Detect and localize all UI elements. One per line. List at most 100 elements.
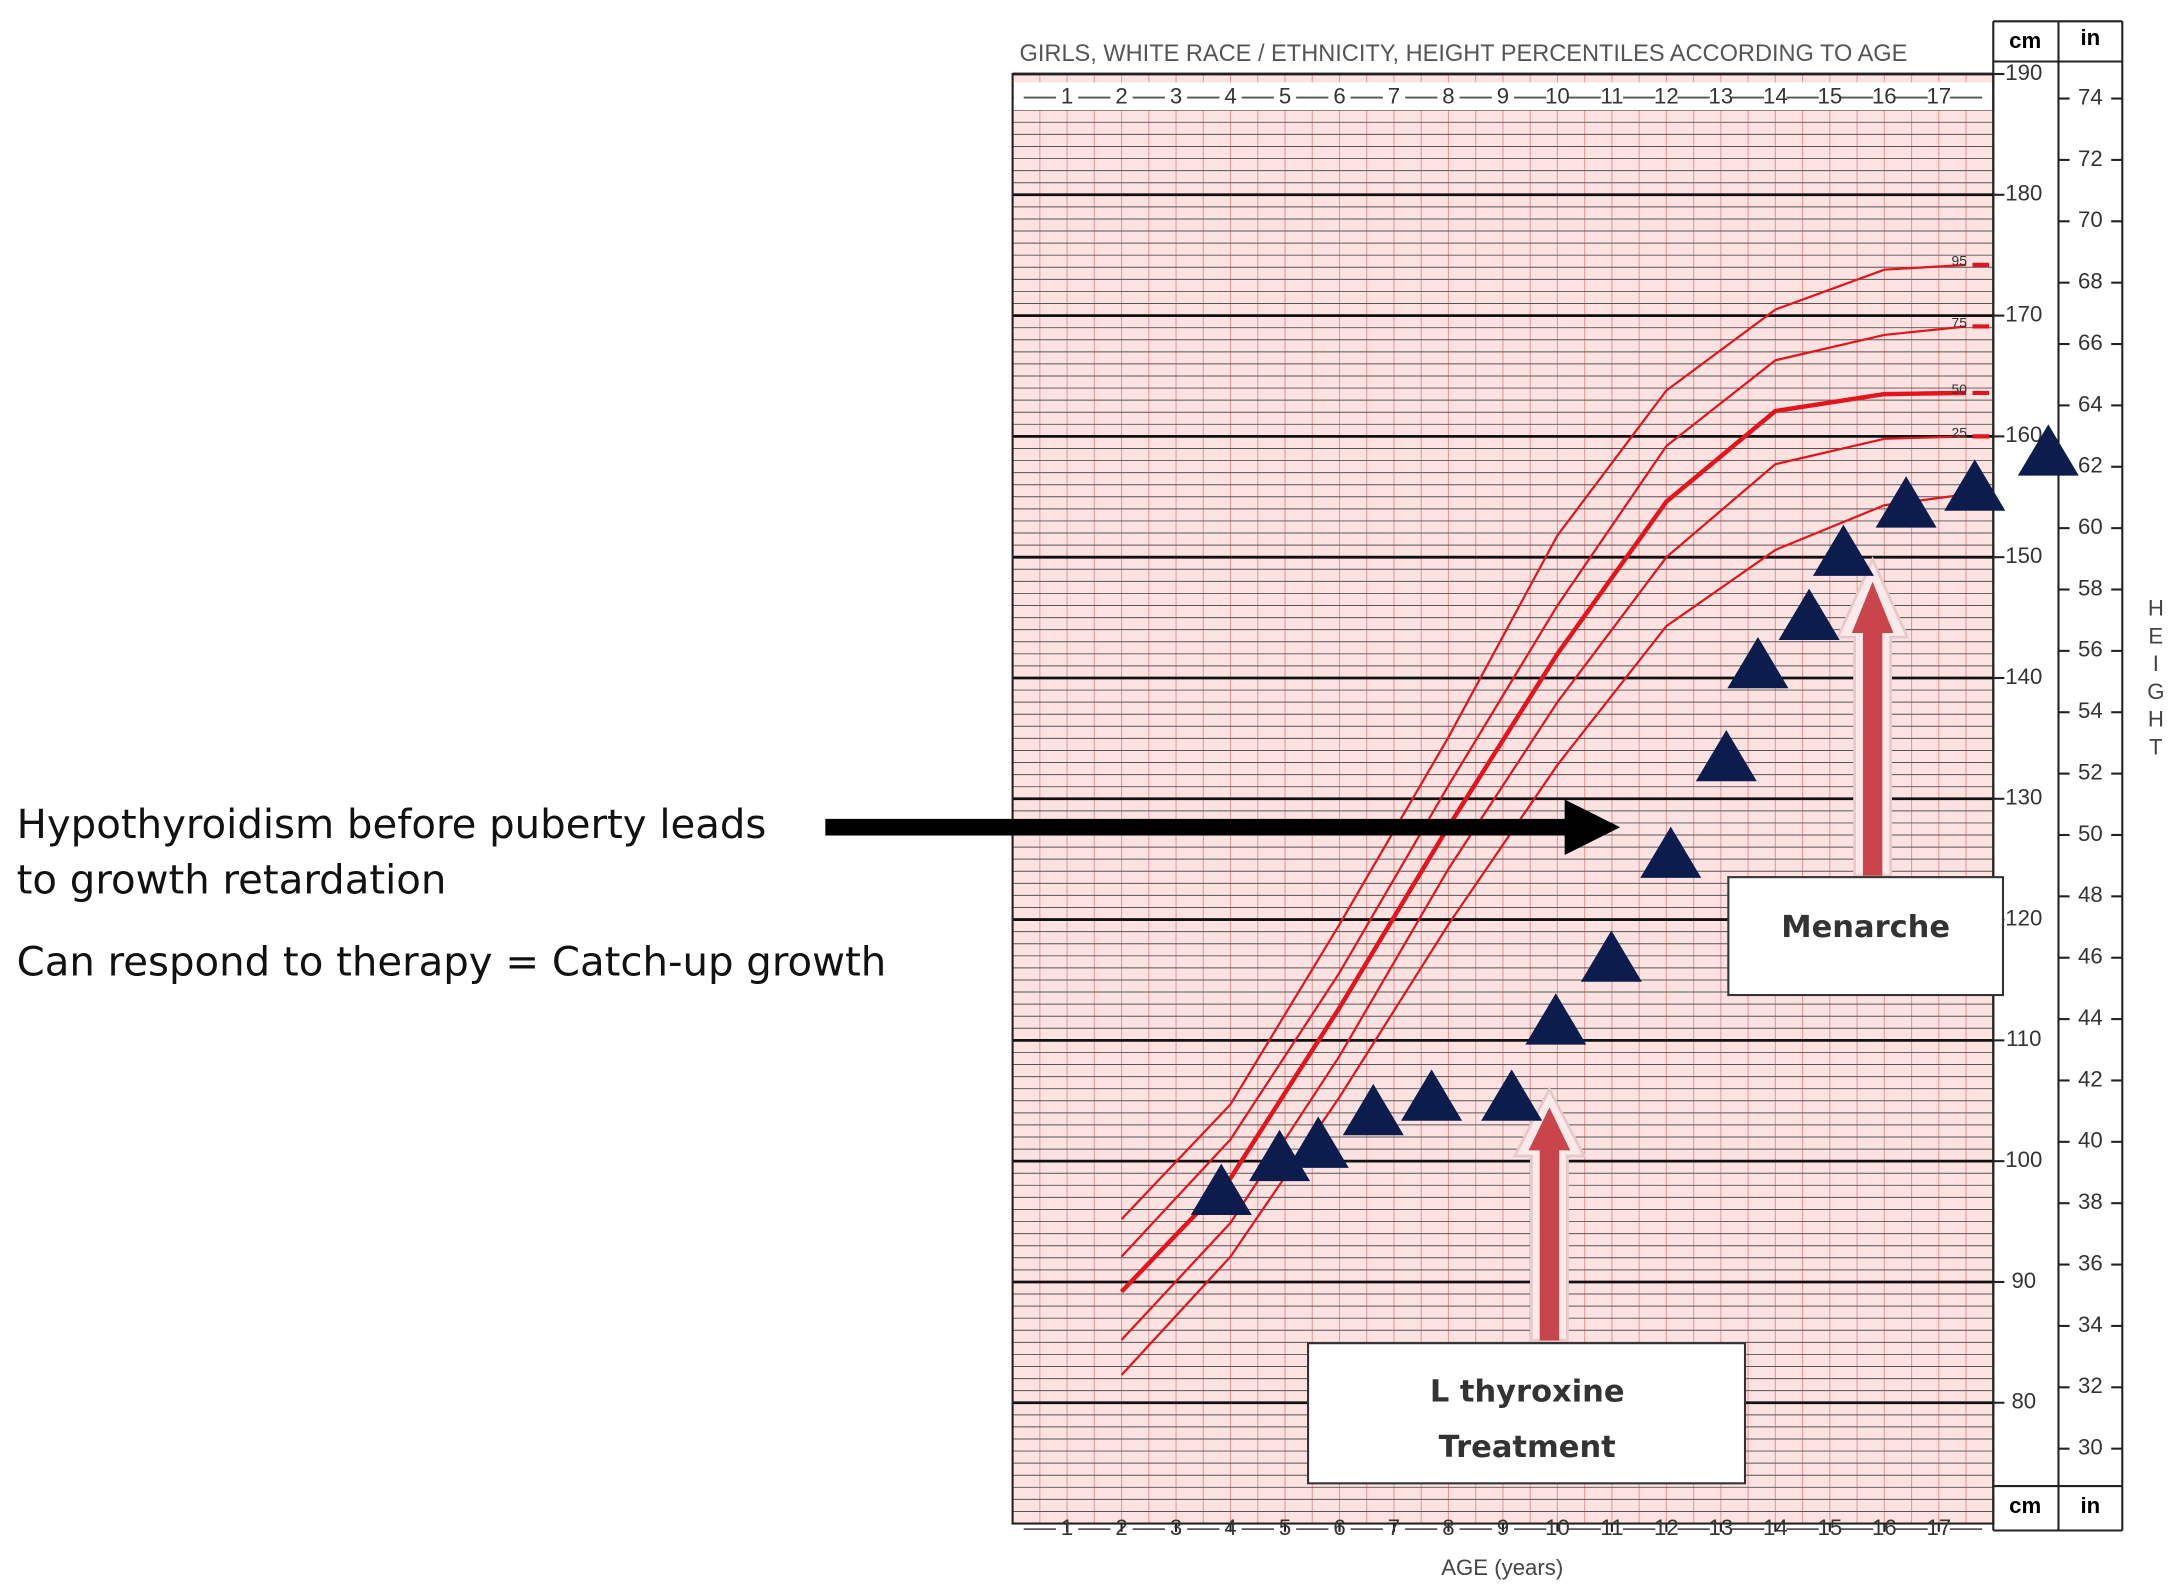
x-tick-label: 7 xyxy=(1388,83,1400,108)
x-axis-band xyxy=(1013,82,1992,111)
tick-label-bg xyxy=(2005,666,2042,690)
percentile-label: 95 xyxy=(1952,253,1968,269)
patient-point xyxy=(1778,588,1840,640)
y-tick-label: 130 xyxy=(2005,785,2042,810)
y2-tick-label: 68 xyxy=(2078,269,2103,294)
annotation-text: to growth retardation xyxy=(17,858,447,904)
x-tick-label: 12 xyxy=(1654,1515,1679,1540)
x-tick-label: 11 xyxy=(1600,83,1623,108)
patient-point xyxy=(1727,636,1789,689)
y-tick-label: 190 xyxy=(2005,60,2042,85)
patient-point xyxy=(1190,1163,1252,1215)
percentile-label: 50 xyxy=(1952,381,1968,397)
tick-label-bg xyxy=(2005,1029,2042,1052)
patient-point xyxy=(2017,424,2079,476)
chart-title: GIRLS, WHITE RACE / ETHNICITY, HEIGHT PE… xyxy=(1020,40,1908,66)
x-tick-label: 11 xyxy=(1600,1515,1623,1540)
x-tick-label: 8 xyxy=(1442,1515,1454,1540)
y-tick-label: 90 xyxy=(2011,1268,2036,1293)
y2-tick-label: 72 xyxy=(2078,146,2103,171)
y-axis-label: HEIGHT xyxy=(2143,596,2168,763)
y2-tick-label: 30 xyxy=(2078,1435,2103,1460)
y-tick-label: 120 xyxy=(2005,905,2042,930)
annotation-box xyxy=(1307,1342,1747,1485)
percentile-curve xyxy=(1119,390,1967,1294)
x-tick-label: 1 xyxy=(1061,83,1073,108)
patient-point xyxy=(1695,729,1757,782)
y-unit: cm xyxy=(2009,1493,2041,1518)
patient-point xyxy=(1944,459,2006,511)
annotation-text: Can respond to therapy = Catch-up growth xyxy=(17,940,887,986)
y2-tick-label: 74 xyxy=(2078,84,2103,109)
x-tick-label: 15 xyxy=(1817,1515,1842,1540)
tick-label-bg xyxy=(2005,183,2042,206)
y2-tick-label: 52 xyxy=(2078,759,2103,784)
y2-tick-label: 48 xyxy=(2078,882,2103,907)
percentile-label: 75 xyxy=(1952,314,1968,330)
tick-label-bg xyxy=(2005,62,2042,86)
y2-tick-label: 70 xyxy=(2078,207,2103,232)
y2-tick-label: 66 xyxy=(2078,330,2103,355)
x-tick-label: 7 xyxy=(1388,1515,1400,1540)
x-tick-label: 1 xyxy=(1061,1515,1073,1540)
y2-tick-label: 38 xyxy=(2078,1189,2103,1214)
menarche-arrow xyxy=(1835,556,1910,878)
patient-point xyxy=(1580,930,1642,982)
x-tick-label: 2 xyxy=(1115,83,1127,108)
patient-point xyxy=(1401,1069,1463,1121)
y-unit: cm xyxy=(2009,28,2041,53)
treatment-arrow xyxy=(1512,1086,1587,1342)
y2-unit: in xyxy=(2081,1493,2101,1518)
tick-label-bg xyxy=(2005,1391,2042,1414)
y2-tick-label: 58 xyxy=(2078,575,2103,600)
x-tick-label: 15 xyxy=(1817,83,1842,108)
x-tick-label: 17 xyxy=(1926,83,1951,108)
ticks: 8090100110120130140150160170180190303234… xyxy=(1023,60,2123,1540)
arrow-body xyxy=(1851,581,1894,876)
patient-point xyxy=(1640,826,1702,878)
y2-tick-label: 46 xyxy=(2078,944,2103,969)
x-tick-label: 5 xyxy=(1279,83,1291,108)
patient-points xyxy=(1190,424,2079,1215)
tick-label-bg xyxy=(2005,787,2042,810)
y-tick-label: 110 xyxy=(2006,1026,2041,1051)
x-tick-label: 6 xyxy=(1333,83,1345,108)
x-tick-label: 5 xyxy=(1279,1515,1291,1540)
y-tick-label: 180 xyxy=(2005,181,2042,206)
y2-unit: in xyxy=(2081,25,2101,50)
tick-label-bg xyxy=(2005,304,2042,327)
box-text: Treatment xyxy=(1439,1430,1616,1465)
x-tick-label: 6 xyxy=(1333,1515,1345,1540)
y2-tick-label: 60 xyxy=(2078,514,2103,539)
pointer-arrow xyxy=(825,799,1621,855)
annotation-box xyxy=(1727,876,2005,997)
x-tick-label: 10 xyxy=(1545,1515,1570,1540)
y2-tick-label: 36 xyxy=(2078,1250,2103,1275)
x-tick-label: 14 xyxy=(1763,1515,1788,1540)
x-tick-label: 13 xyxy=(1709,1515,1734,1540)
tick-label-bg xyxy=(2005,1270,2042,1294)
patient-point xyxy=(1287,1116,1349,1168)
tick-label-bg xyxy=(2005,546,2042,569)
x-tick-label: 4 xyxy=(1224,83,1236,108)
percentile-label: 25 xyxy=(1952,424,1968,440)
x-axis-label: AGE (years) xyxy=(1441,1555,1563,1580)
y2-tick-label: 56 xyxy=(2078,637,2103,662)
x-tick-label: 2 xyxy=(1115,1515,1127,1540)
percentile-curve xyxy=(1120,263,1967,1220)
arrow-shaft xyxy=(825,818,1575,836)
patient-point xyxy=(1342,1083,1404,1136)
x-tick-label: 9 xyxy=(1497,1515,1509,1540)
y2-tick-label: 32 xyxy=(2078,1373,2103,1398)
x-tick-label: 3 xyxy=(1170,83,1182,108)
patient-point xyxy=(1875,476,1937,528)
tick-label-bg xyxy=(2005,908,2042,931)
x-tick-label: 13 xyxy=(1709,83,1734,108)
patient-point xyxy=(1481,1069,1543,1121)
y2-tick-label: 54 xyxy=(2078,698,2103,723)
y-tick-label: 80 xyxy=(2011,1389,2036,1414)
y2-tick-label: 44 xyxy=(2078,1005,2103,1030)
x-tick-label: 10 xyxy=(1545,83,1570,108)
